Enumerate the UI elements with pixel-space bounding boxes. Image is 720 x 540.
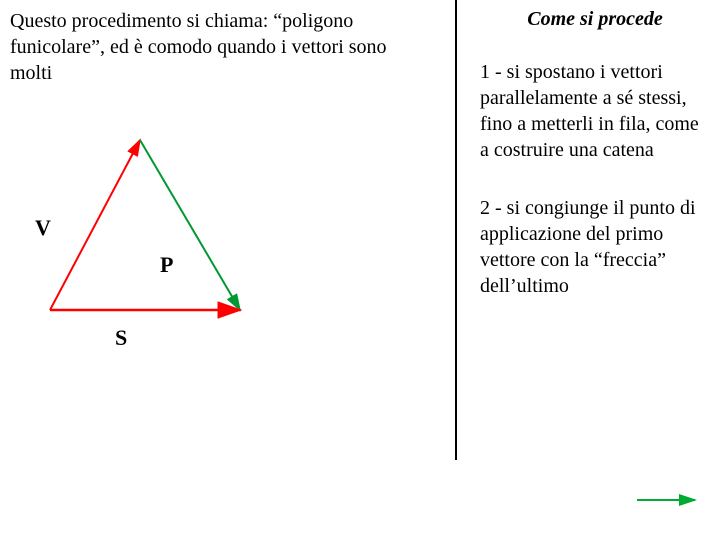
vector-diagram: V P S [10,110,330,370]
diagram-svg [10,110,330,370]
vector-v [50,140,140,310]
vertical-divider [455,0,457,460]
label-p: P [160,252,173,278]
step-1: 1 - si spostano i vettori parallelamente… [480,59,710,163]
heading: Come si procede [480,8,710,31]
intro-text: Questo procedimento si chiama: “poligono… [10,8,430,86]
step-2: 2 - si congiunge il punto di applicazion… [480,195,710,299]
next-arrow-icon [635,490,705,510]
label-v: V [35,215,51,241]
vector-p [140,140,240,310]
label-s: S [115,325,127,351]
